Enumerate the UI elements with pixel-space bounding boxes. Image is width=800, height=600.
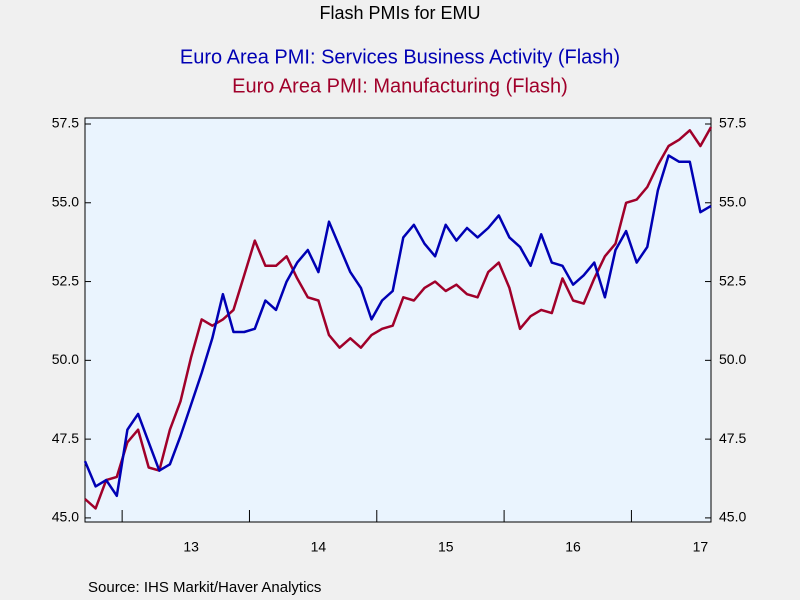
legend-entry: Euro Area PMI: Services Business Activit… xyxy=(180,46,620,68)
y-tick-label: 52.5 xyxy=(52,272,79,288)
y-tick-label: 57.5 xyxy=(52,115,79,131)
y-tick-label: 47.5 xyxy=(52,430,79,446)
series-line xyxy=(83,154,712,498)
y2-tick-label: 52.5 xyxy=(719,272,746,288)
x-tick-label: 15 xyxy=(438,539,454,555)
y-tick-label: 55.0 xyxy=(52,193,79,209)
x-tick-label: 16 xyxy=(565,539,581,555)
y-tick-label: 50.0 xyxy=(52,351,79,367)
y-tick-label: 45.0 xyxy=(52,509,79,525)
plot-area xyxy=(84,117,712,523)
chart-title: Flash PMIs for EMU xyxy=(319,3,480,23)
y2-tick-label: 57.5 xyxy=(719,115,746,131)
y2-tick-label: 47.5 xyxy=(719,430,746,446)
series-line xyxy=(84,126,713,510)
legend-entry: Euro Area PMI: Manufacturing (Flash) xyxy=(232,75,568,97)
y2-tick-label: 50.0 xyxy=(719,351,746,367)
y2-tick-label: 45.0 xyxy=(719,509,746,525)
x-tick-label: 13 xyxy=(183,539,199,555)
x-tick-label: 14 xyxy=(311,539,327,555)
y2-tick-label: 55.0 xyxy=(719,193,746,209)
source-note: Source: IHS Markit/Haver Analytics xyxy=(88,579,321,596)
x-tick-label: 17 xyxy=(693,539,709,555)
